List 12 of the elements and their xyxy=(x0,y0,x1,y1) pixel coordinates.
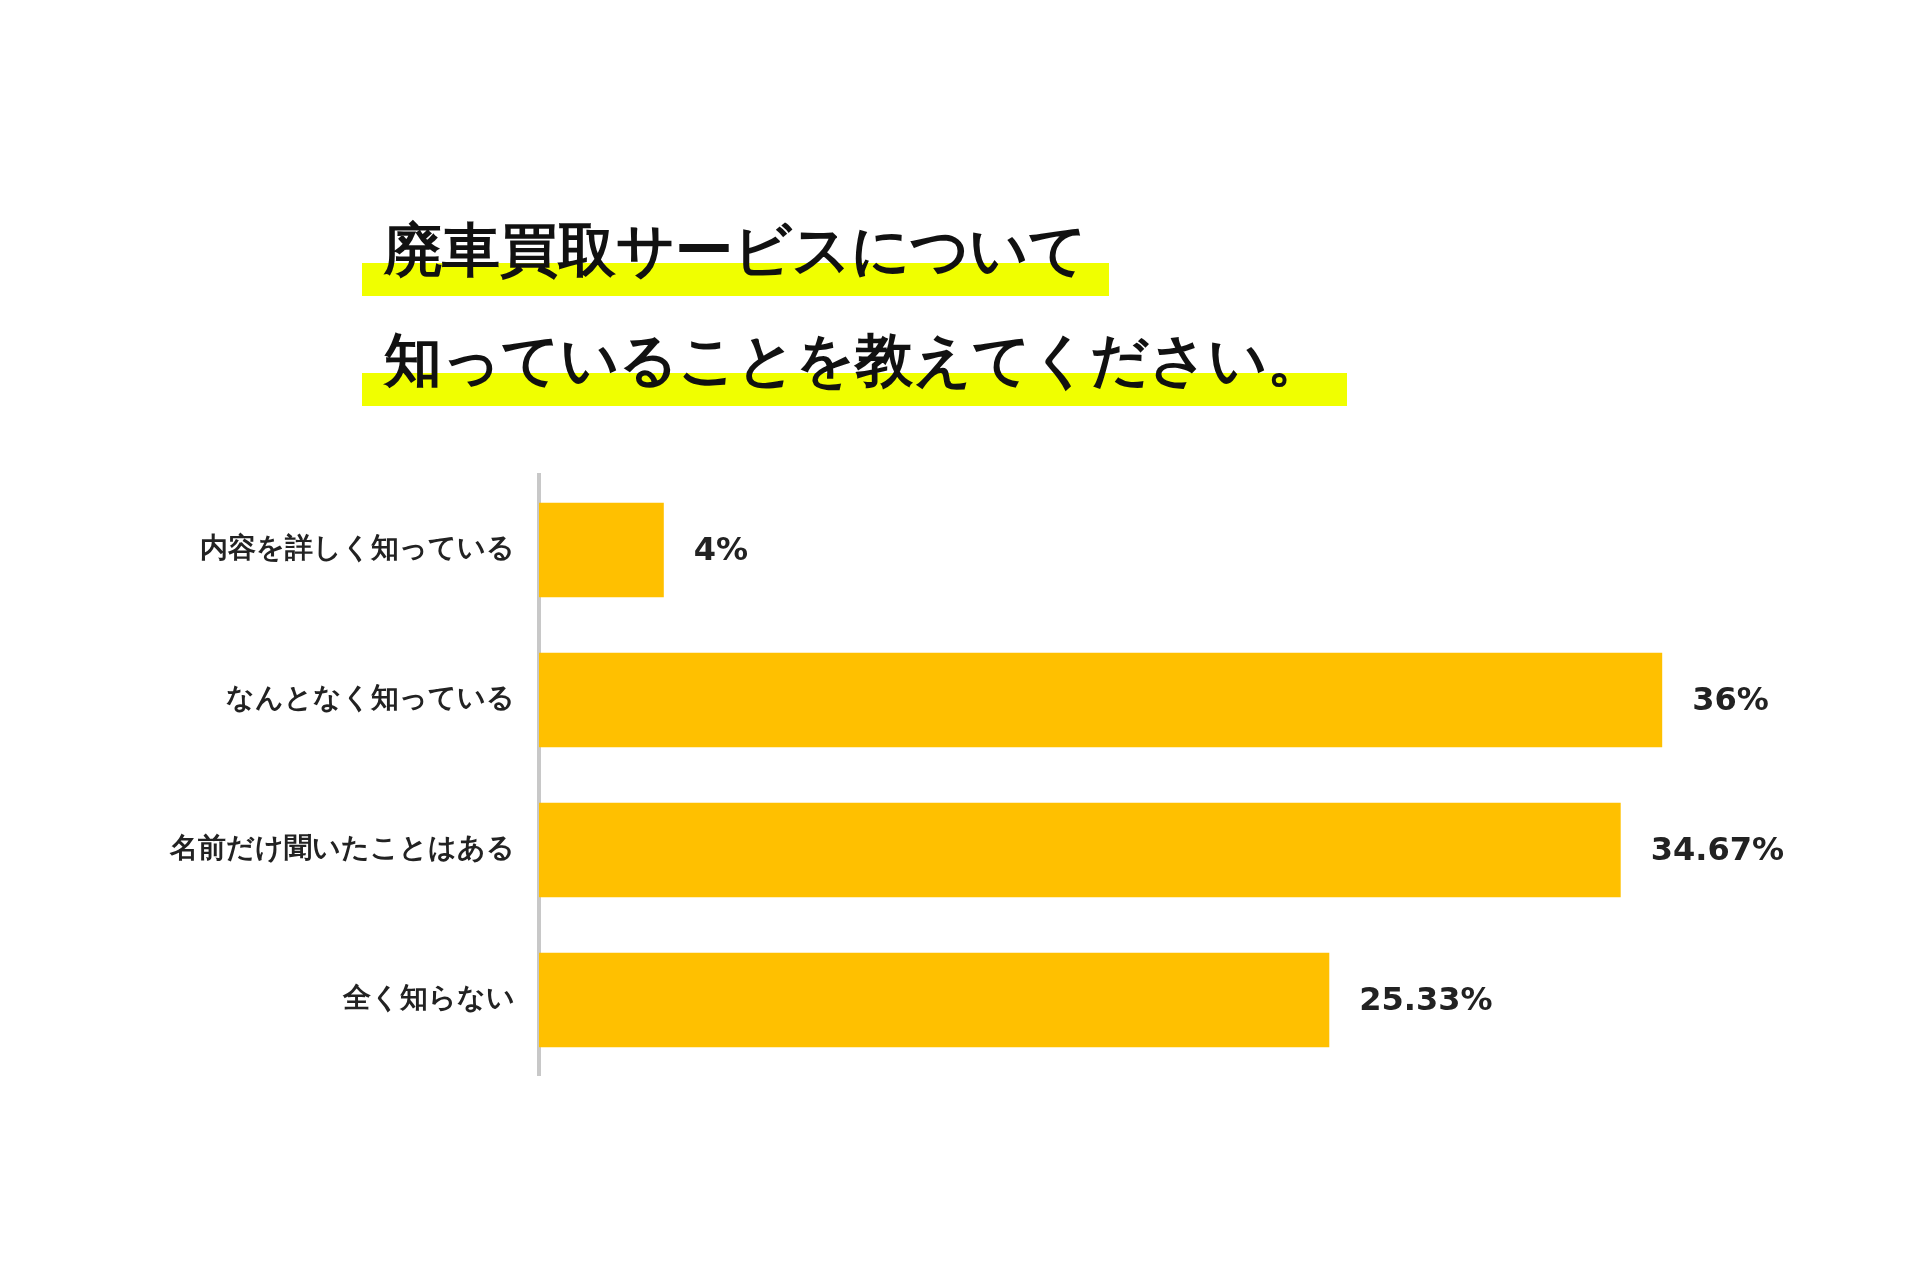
bar xyxy=(539,952,1330,1048)
bar xyxy=(539,652,1663,748)
bar xyxy=(539,802,1621,898)
y-tick-label: 全く知らない xyxy=(342,981,515,1015)
data-label: 34.67% xyxy=(1650,830,1784,869)
data-label: 25.33% xyxy=(1359,980,1493,1019)
data-label: 36% xyxy=(1692,680,1769,719)
data-label: 4% xyxy=(693,530,749,569)
y-tick-label: 名前だけ聞いたことはある xyxy=(169,831,515,865)
bar xyxy=(539,502,664,598)
y-tick-label: なんとなく知っている xyxy=(226,681,515,715)
y-tick-label: 内容を詳しく知っている xyxy=(200,531,515,565)
